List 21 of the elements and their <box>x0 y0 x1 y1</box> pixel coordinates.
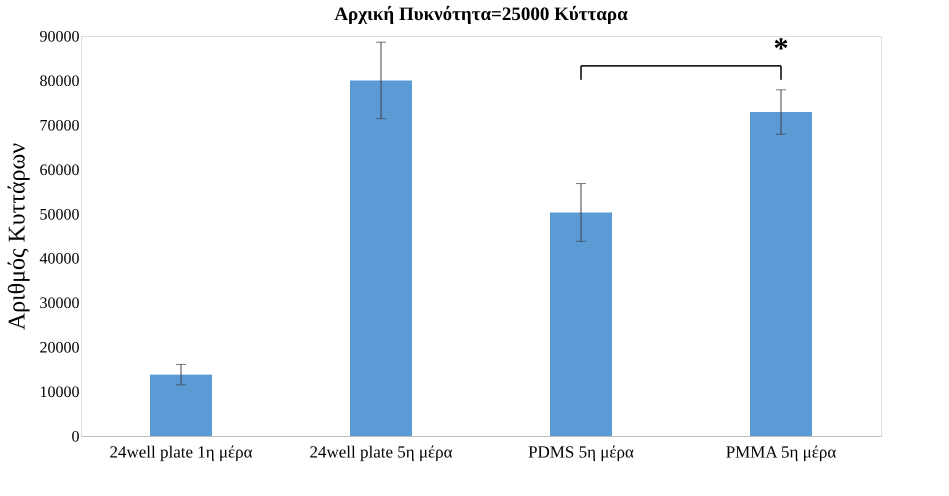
bar <box>350 80 412 436</box>
y-tick-label: 70000 <box>40 117 80 134</box>
bar <box>150 374 212 436</box>
y-tick-label: 60000 <box>40 162 80 179</box>
x-tick-label: PMMA 5η μέρα <box>726 442 836 462</box>
annotation: * <box>774 32 788 65</box>
y-axis-title: Αριθμός Κυττάρων <box>4 142 30 330</box>
y-tick-label: 90000 <box>40 28 80 46</box>
y-tick-label: 40000 <box>40 250 80 268</box>
bar <box>750 112 812 436</box>
y-tick-label: 10000 <box>40 384 80 402</box>
bar <box>550 212 612 436</box>
y-tick-label: 50000 <box>40 206 80 224</box>
y-tick-label: 80000 <box>40 72 80 90</box>
y-tick-label: 0 <box>72 428 80 446</box>
chart-title: Αρχική Πυκνότητα=25000 Κύτταρα <box>334 4 628 25</box>
y-tick-label: 30000 <box>40 295 80 312</box>
x-tick-label: 24well plate 5η μέρα <box>309 442 453 462</box>
x-tick-label: 24well plate 1η μέρα <box>109 442 253 462</box>
y-tick-label: 20000 <box>40 340 80 357</box>
x-tick-label: PDMS 5η μέρα <box>528 442 634 462</box>
